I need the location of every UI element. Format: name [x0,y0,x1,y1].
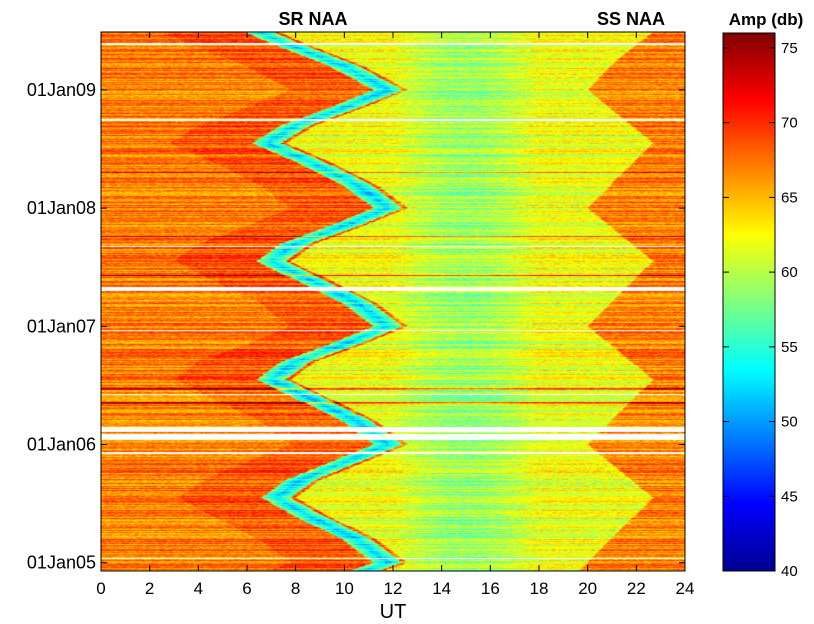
colorbar-title: Amp (db) [729,10,804,29]
x-tick-label: 20 [578,579,597,598]
colorbar-tick-label: 50 [781,414,798,431]
heatmap-image [101,32,685,571]
x-tick-label: 14 [432,579,451,598]
y-tick-label: 01Jan07 [27,316,96,336]
x-tick-label: 18 [530,579,549,598]
x-tick-label: 16 [481,579,500,598]
y-tick-label: 01Jan09 [27,80,96,100]
annotation-sr-naa: SR NAA [278,9,347,29]
colorbar: 40 45 50 55 60 65 70 75 Amp (db) [722,10,804,580]
y-tick-label: 01Jan06 [27,435,96,455]
x-tick-label: 10 [335,579,354,598]
x-tick-label: 24 [676,579,695,598]
colorbar-tick-label: 45 [781,488,798,505]
x-tick-label: 12 [384,579,403,598]
annotation-ss-naa: SS NAA [597,9,665,29]
colorbar-tick-label: 70 [781,115,798,132]
colorbar-tick-label: 75 [781,40,798,57]
colorbar-gradient [722,32,776,572]
colorbar-tick-label: 60 [781,264,798,281]
heatmap-area [101,32,685,571]
colorbar-tick-label: 40 [781,563,798,580]
x-tick-label: 4 [194,579,203,598]
y-axis: 01Jan05 01Jan06 01Jan07 01Jan08 01Jan09 [27,80,685,573]
x-tick-label: 22 [627,579,646,598]
colorbar-tick-label: 55 [781,339,798,356]
y-tick-label: 01Jan05 [27,553,96,573]
y-tick-label: 01Jan08 [27,198,96,218]
x-tick-label: 6 [242,579,251,598]
x-tick-label: 2 [145,579,154,598]
x-axis-label: UT [380,601,407,623]
x-axis: 0 2 4 6 8 10 12 14 16 18 20 22 24 [96,32,694,598]
colorbar-ticks: 40 45 50 55 60 65 70 75 [723,40,798,580]
x-tick-label: 0 [96,579,105,598]
colorbar-tick-label: 65 [781,189,798,206]
x-tick-label: 8 [291,579,300,598]
